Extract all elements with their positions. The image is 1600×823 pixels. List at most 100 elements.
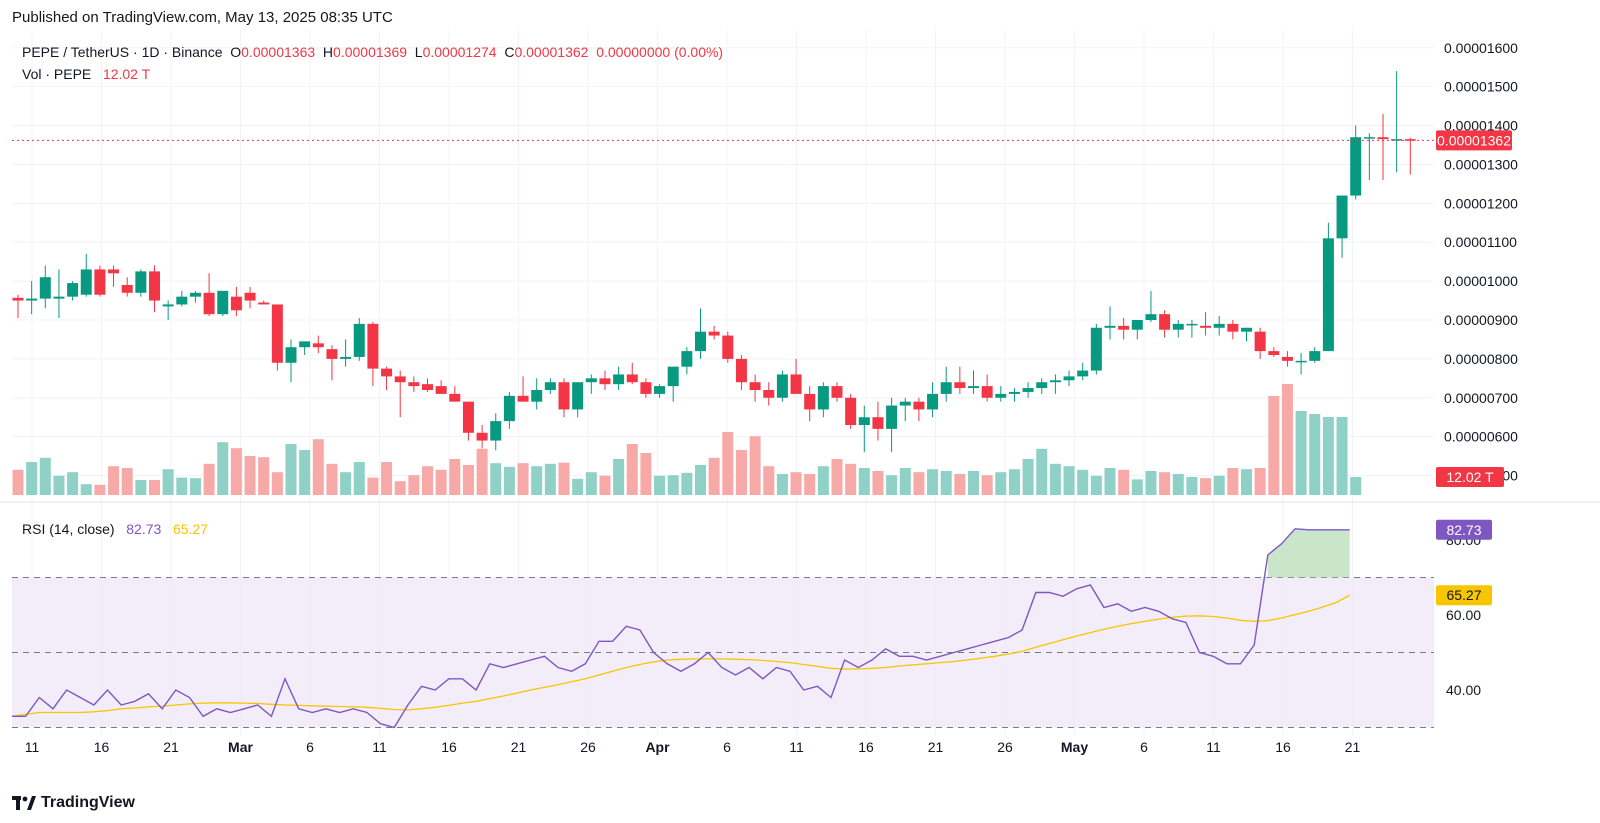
close-label: C	[504, 44, 515, 60]
volume-value: 12.02 T	[102, 66, 151, 82]
volume-bar	[954, 474, 966, 495]
candle-body	[735, 358, 747, 383]
volume-bar	[217, 442, 229, 495]
candle-body	[340, 356, 352, 359]
volume-bar	[230, 448, 242, 495]
price-tick-label: 0.00001000	[1444, 273, 1518, 289]
volume-bar	[1159, 472, 1171, 495]
volume-bar	[681, 472, 693, 495]
candle-body	[230, 296, 242, 311]
volume-bar	[490, 463, 502, 495]
price-tick-label: 0.00001200	[1444, 195, 1518, 211]
candle-body	[353, 323, 365, 357]
candle-body	[654, 386, 666, 394]
candle-body	[1036, 382, 1048, 389]
volume-bar	[763, 466, 775, 495]
volume-bar	[149, 480, 160, 495]
candle-body	[94, 269, 106, 295]
volume-bar	[1145, 471, 1157, 495]
candle-body	[1295, 360, 1307, 363]
volume-bar	[1254, 468, 1266, 495]
candle-body	[1404, 139, 1416, 141]
volume-bar	[462, 465, 474, 495]
price-tick-label: 0.00001500	[1444, 79, 1518, 95]
open-label: O	[230, 44, 242, 60]
volume-bar	[258, 457, 270, 495]
volume-bar	[435, 469, 447, 495]
candle-body	[149, 271, 160, 301]
brand-name: TradingView	[41, 794, 135, 811]
volume-bar	[108, 466, 120, 495]
candlesticks	[12, 71, 1416, 453]
volume-bar	[845, 463, 857, 495]
volume-bar	[735, 450, 747, 495]
volume-bar	[1049, 463, 1061, 495]
candle-body	[1309, 351, 1321, 361]
volume-bar	[667, 475, 679, 495]
volume-bar	[1104, 468, 1116, 495]
volume-label: Vol · PEPE	[22, 66, 92, 82]
candle-body	[121, 285, 133, 293]
volume-bar	[1077, 469, 1089, 495]
candle-body	[1322, 238, 1334, 352]
rsi-ma-badge	[1436, 585, 1492, 606]
volume-bar	[1309, 414, 1321, 495]
candle-body	[763, 390, 775, 398]
candle-body	[858, 417, 870, 425]
volume-bars	[12, 384, 1362, 495]
volume-bar	[790, 472, 802, 495]
rsi-ma-line	[11, 594, 1351, 717]
candle-body	[367, 323, 379, 369]
candle-body	[422, 384, 433, 390]
volume-bar	[176, 477, 188, 495]
candle-body	[845, 397, 857, 425]
volume-bar	[531, 466, 543, 495]
time-tick-label: May	[1061, 739, 1088, 755]
volume-bar	[244, 456, 256, 495]
footer-brand[interactable]: TradingView	[12, 794, 135, 812]
high-label: H	[322, 44, 334, 60]
volume-legend: Vol · PEPE 12.02 T	[22, 66, 150, 82]
close-value: 0.00001362	[514, 44, 589, 60]
volume-bar	[1241, 469, 1252, 495]
price-tick-label: 0.00000900	[1444, 312, 1518, 328]
rsi-tick-label: 60.00	[1446, 607, 1481, 623]
volume-bar	[940, 471, 952, 495]
candle-body	[503, 395, 515, 422]
last-price-badge	[1436, 130, 1512, 151]
candle-body	[1268, 351, 1280, 355]
volume-bar	[572, 478, 584, 495]
high-value: 0.00001369	[333, 44, 408, 60]
volume-bar	[613, 459, 625, 495]
candle-body	[722, 335, 734, 359]
volume-bar	[381, 462, 393, 495]
candle-body	[285, 347, 297, 363]
volume-bar	[927, 469, 939, 495]
candle-body	[913, 401, 925, 410]
volume-bar	[299, 450, 311, 495]
rsi-overbought-fill	[1267, 528, 1350, 578]
volume-bar	[858, 468, 870, 495]
rsi-ma-value: 65.27	[172, 521, 209, 537]
volume-bar	[12, 469, 24, 495]
price-tick-label: 0.00001400	[1444, 118, 1518, 134]
time-tick-label: 21	[511, 739, 527, 755]
time-tick-label: 11	[25, 739, 40, 755]
candle-body	[585, 378, 597, 383]
candle-body	[776, 374, 788, 398]
volume-bar	[271, 472, 283, 495]
time-tick-label: 16	[441, 739, 457, 755]
candle-body	[39, 277, 51, 299]
candle-body	[1104, 325, 1116, 328]
rsi-last-label: 82.73	[1446, 522, 1481, 538]
candle-body	[381, 368, 393, 377]
candle-body	[872, 417, 884, 429]
low-label: L	[414, 44, 423, 60]
candle-body	[244, 292, 256, 301]
volume-bar	[831, 459, 843, 495]
volume-bar	[804, 474, 816, 495]
volume-bar	[39, 457, 51, 495]
candle-body	[189, 292, 201, 297]
volume-bar	[558, 462, 570, 495]
volume-bar	[1268, 396, 1280, 495]
